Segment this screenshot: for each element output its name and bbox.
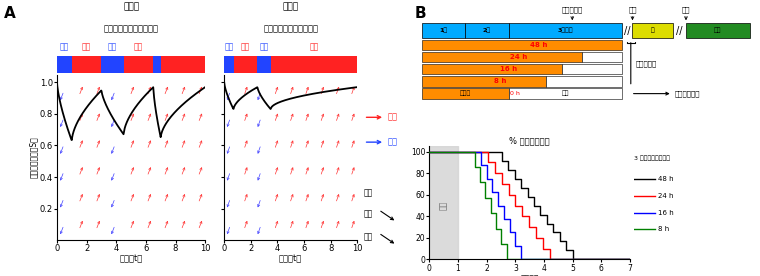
Text: 8 h: 8 h: [658, 226, 670, 232]
Text: 飢餓: 飢餓: [562, 91, 569, 96]
Text: 蛹化: 蛹化: [629, 6, 637, 13]
Bar: [429, 146, 458, 259]
Bar: [422, 40, 622, 50]
Text: 蛹: 蛹: [651, 28, 654, 33]
Bar: [582, 52, 622, 62]
Text: A: A: [4, 6, 15, 20]
Bar: [546, 76, 622, 87]
Bar: [422, 64, 562, 75]
Text: 48 h: 48 h: [530, 42, 547, 48]
Text: 48 h: 48 h: [658, 176, 674, 182]
Bar: [422, 89, 508, 99]
Bar: [422, 76, 546, 87]
Text: 3 齢幼虫の摂食時間: 3 齢幼虫の摂食時間: [634, 156, 670, 161]
Text: 8 h: 8 h: [494, 78, 507, 84]
Text: 摂食: 摂食: [388, 113, 397, 122]
Text: 通常餌: 通常餌: [460, 91, 471, 96]
Text: B: B: [414, 6, 426, 20]
Text: //: //: [676, 26, 682, 36]
X-axis label: （日数）: （日数）: [521, 274, 539, 276]
Bar: [562, 64, 622, 75]
Bar: [422, 52, 582, 62]
Bar: [508, 89, 622, 99]
Bar: [422, 23, 465, 38]
Bar: [508, 23, 622, 38]
Text: 16 h: 16 h: [500, 66, 518, 72]
Text: 資源: 資源: [363, 189, 372, 198]
Bar: [465, 23, 508, 38]
X-axis label: 時間（t）: 時間（t）: [279, 255, 302, 264]
X-axis label: 時間（t）: 時間（t）: [119, 255, 143, 264]
Text: 貯蔵: 貯蔵: [363, 210, 372, 219]
Text: 0 h: 0 h: [511, 91, 521, 96]
Text: 蛹化: 蛹化: [439, 201, 448, 210]
Text: 3齢幼虫: 3齢幼虫: [558, 28, 573, 33]
Text: 24 h: 24 h: [510, 54, 527, 60]
Text: 蛹になれない: 蛹になれない: [674, 90, 700, 97]
Text: 消費: 消費: [363, 233, 372, 242]
Bar: [686, 23, 749, 38]
Text: //: //: [624, 26, 631, 36]
Y-axis label: 貯蔵資源の量（S）: 貯蔵資源の量（S）: [29, 136, 38, 178]
Title: % 成虫の生存率: % 成虫の生存率: [509, 137, 550, 145]
Text: （臨界サイズの到達後）: （臨界サイズの到達後）: [263, 24, 318, 33]
Text: 成長期: 成長期: [123, 2, 139, 12]
Text: 2齢: 2齢: [483, 28, 491, 33]
Text: 臨界サイズ: 臨界サイズ: [562, 6, 583, 13]
Text: 16 h: 16 h: [658, 209, 674, 216]
Text: 24 h: 24 h: [658, 193, 673, 199]
Text: 飢餓: 飢餓: [388, 138, 397, 147]
Bar: [632, 23, 673, 38]
Text: 羽化: 羽化: [682, 6, 690, 13]
Text: 1齢: 1齢: [439, 28, 448, 33]
Text: 成虫: 成虫: [714, 28, 721, 33]
Text: 成虫になる: 成虫になる: [636, 60, 657, 67]
Text: （臨界サイズの到達前）: （臨界サイズの到達前）: [103, 24, 159, 33]
Text: 成熟期: 成熟期: [283, 2, 299, 12]
